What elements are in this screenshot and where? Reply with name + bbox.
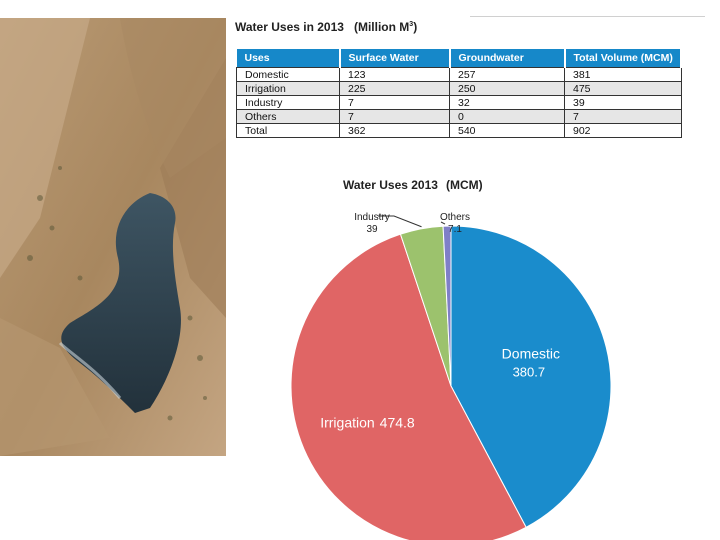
header-total-volume: Total Volume (MCM) bbox=[564, 49, 682, 68]
pie-slice-others bbox=[442, 225, 452, 387]
water-uses-table: Uses Surface Water Groundwater Total Vol… bbox=[236, 49, 682, 138]
cell-ground: 540 bbox=[449, 123, 565, 138]
header-surface-water: Surface Water bbox=[339, 49, 451, 68]
chart-title-unit: (MCM) bbox=[446, 178, 483, 192]
table-row: Industry 7 32 39 bbox=[236, 95, 682, 110]
slice-label-others: Others bbox=[440, 212, 470, 223]
table-unit-text: (Million M bbox=[353, 20, 410, 34]
slice-value-industry: 39 bbox=[366, 224, 378, 235]
slice-label-domestic: Domestic bbox=[502, 346, 560, 362]
chart-title-text: Water Uses 2013 bbox=[343, 178, 438, 192]
pie-slice-irrigation bbox=[290, 233, 527, 540]
cell-total: 902 bbox=[564, 123, 682, 138]
top-rule bbox=[470, 16, 705, 17]
cell-surface: 225 bbox=[339, 81, 450, 96]
slice-value-irrigation: 474.8 bbox=[380, 415, 415, 431]
pie-slice-domestic bbox=[450, 225, 612, 528]
leader-line-others bbox=[440, 221, 446, 225]
reservoir-photo bbox=[0, 18, 226, 456]
cell-surface: 362 bbox=[339, 123, 450, 138]
leader-line-industry bbox=[378, 215, 422, 228]
cell-total: 475 bbox=[564, 81, 682, 96]
table-row-total: Total 362 540 902 bbox=[236, 123, 682, 138]
cell-total: 381 bbox=[564, 67, 682, 82]
chart-title: Water Uses 2013 (MCM) bbox=[343, 178, 483, 192]
table-row: Irrigation 225 250 475 bbox=[236, 81, 682, 96]
slice-label-industry: Industry bbox=[354, 212, 390, 223]
cell-ground: 250 bbox=[449, 81, 565, 96]
table-header-row: Uses Surface Water Groundwater Total Vol… bbox=[236, 49, 682, 68]
slice-label-irrigation-name: Irrigation bbox=[320, 415, 374, 431]
table-unit: (Million M3) bbox=[354, 20, 417, 34]
slice-value-others: 7.1 bbox=[448, 224, 462, 235]
slice-value-domestic: 380.7 bbox=[513, 365, 546, 380]
table-title: Water Uses in 2013 (Million M3) bbox=[235, 20, 417, 34]
table-title-text: Water Uses in 2013 bbox=[235, 20, 344, 34]
header-groundwater: Groundwater bbox=[449, 49, 566, 68]
header-uses: Uses bbox=[236, 49, 341, 68]
table-unit-sup: 3 bbox=[409, 21, 414, 28]
table-unit-close: ) bbox=[413, 20, 418, 34]
slice-label-irrigation: Irrigation 474.8 bbox=[320, 415, 415, 431]
